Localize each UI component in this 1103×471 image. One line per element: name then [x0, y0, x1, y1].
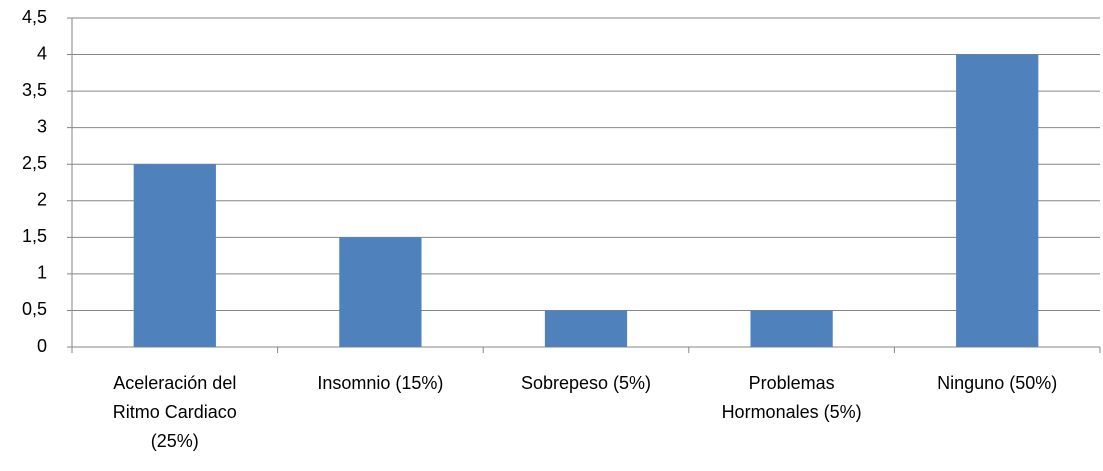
- y-tick-label: 4: [37, 43, 47, 63]
- y-tick-label: 2,5: [22, 153, 47, 173]
- bar: [544, 310, 628, 347]
- x-tick-label: Aceleración del Ritmo Cardiaco (25%): [113, 373, 237, 451]
- x-tick-label: Ninguno (50%): [937, 373, 1057, 393]
- y-tick-label: 3: [37, 116, 47, 136]
- bar: [956, 54, 1039, 348]
- bar: [339, 237, 422, 347]
- y-tick-label: 2: [37, 190, 47, 210]
- y-tick-label: 0,5: [22, 299, 47, 319]
- y-tick-label: 4,5: [22, 7, 47, 27]
- y-tick-label: 1,5: [22, 226, 47, 246]
- x-tick-label: Problemas Hormonales (5%): [722, 373, 862, 422]
- x-tick-label: Insomnio (15%): [317, 373, 443, 393]
- y-tick-label: 1: [37, 263, 47, 283]
- bar: [750, 310, 833, 347]
- y-tick-label: 3,5: [22, 80, 47, 100]
- bar: [133, 164, 216, 347]
- y-tick-label: 0: [37, 336, 47, 356]
- x-tick-label: Sobrepeso (5%): [521, 373, 651, 393]
